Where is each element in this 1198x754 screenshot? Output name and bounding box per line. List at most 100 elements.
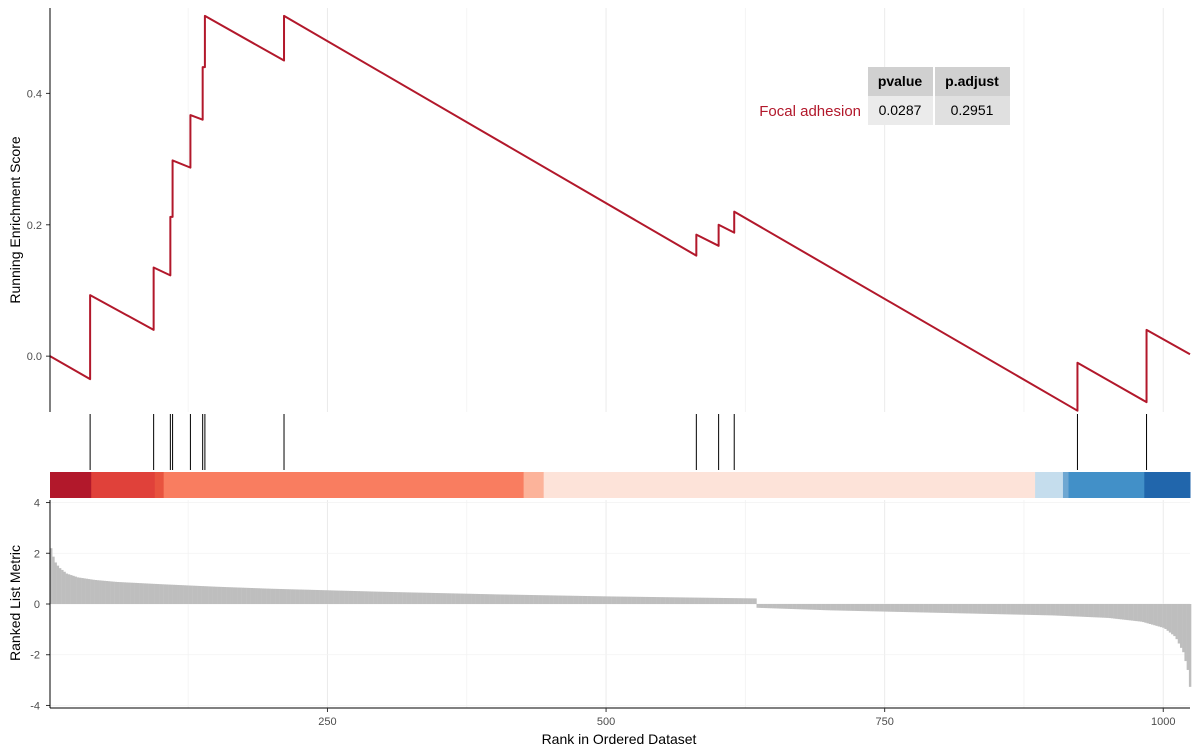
metric-bar: [776, 604, 779, 609]
metric-bar: [359, 591, 363, 604]
metric-bar: [1017, 604, 1020, 615]
metric-bar: [1093, 604, 1096, 618]
metric-bar: [90, 579, 93, 604]
metric-bar: [863, 604, 866, 612]
metric-bar: [330, 590, 334, 604]
metric-bar: [370, 591, 374, 604]
metric-bar: [859, 604, 862, 612]
metric-bar: [128, 582, 131, 604]
table-value-pvalue: 0.0287: [879, 102, 922, 118]
metric-bar: [237, 587, 240, 604]
metric-bar: [526, 594, 530, 604]
metric-bar: [529, 594, 532, 604]
metric-bar: [607, 596, 610, 604]
metric-bar: [1104, 604, 1107, 618]
metric-bar: [1128, 604, 1132, 621]
metric-bar: [1061, 604, 1065, 616]
metric-bar: [1079, 604, 1083, 617]
metric-bar: [745, 598, 748, 604]
metric-bar: [335, 590, 338, 604]
metric-bar: [963, 604, 967, 614]
metric-bar: [297, 589, 300, 604]
metric-bar: [769, 604, 773, 609]
es-tick-label: 0.0: [27, 351, 42, 363]
metric-bar: [1086, 604, 1089, 617]
metric-bar: [179, 585, 182, 604]
metric-bar: [1126, 604, 1129, 621]
metric-bar: [299, 589, 303, 604]
metric-bar: [959, 604, 962, 614]
metric-bar: [230, 587, 233, 604]
metric-bar: [631, 596, 635, 604]
metric-bar: [937, 604, 940, 613]
metric-bar: [1055, 604, 1058, 616]
metric-bar: [453, 593, 456, 604]
metric-bar: [1188, 604, 1192, 687]
metric-bar: [324, 590, 327, 604]
metric-bar: [422, 592, 425, 604]
metric-bar: [1021, 604, 1025, 615]
metric-bar: [1184, 604, 1187, 662]
metric-bar: [208, 586, 211, 604]
metric-bar: [925, 604, 929, 613]
metric-bar: [580, 595, 583, 604]
metric-bar: [1119, 604, 1123, 620]
metric-bar: [1166, 604, 1170, 631]
table-header-cell-pvalue: [868, 67, 933, 96]
metric-bar: [613, 596, 617, 604]
metric-bar: [1088, 604, 1092, 618]
metric-bar: [1039, 604, 1042, 616]
metric-bar: [1101, 604, 1105, 618]
metric-bar: [756, 604, 759, 608]
metric-bar: [945, 604, 949, 613]
table-cell-pvalue: [868, 96, 933, 125]
metric-bar: [355, 591, 358, 604]
ranked-list-metric-panel: [50, 548, 1192, 687]
metric-bar: [691, 597, 695, 604]
metric-bar: [366, 591, 369, 604]
metric-bar: [923, 604, 927, 613]
metric-bar: [627, 596, 630, 604]
metric-bar: [892, 604, 895, 612]
metric-bar: [714, 597, 717, 604]
metric-bar: [689, 597, 693, 604]
metric-bar: [752, 598, 755, 604]
metric-bar: [952, 604, 956, 614]
metric-bar: [838, 604, 842, 611]
metric-bar: [885, 604, 889, 612]
metric-bar: [736, 598, 739, 604]
metric-bar: [573, 595, 577, 604]
metric-bar: [602, 596, 606, 604]
metric-bar: [972, 604, 976, 614]
metric-bar: [876, 604, 880, 612]
metric-bar: [988, 604, 991, 614]
metric-bar: [604, 596, 608, 604]
metric-bar: [549, 595, 552, 604]
metric-bar: [843, 604, 846, 611]
metric-bar: [99, 580, 102, 604]
metric-bar: [263, 588, 267, 604]
metric-bar: [397, 592, 401, 604]
table-header-padjust: p.adjust: [945, 73, 999, 89]
metric-bar: [796, 604, 800, 610]
metric-bar: [288, 589, 291, 604]
metric-bar: [1015, 604, 1018, 615]
metric-bar: [1186, 604, 1190, 670]
metric-bar: [558, 595, 561, 604]
metric-bar: [903, 604, 907, 613]
metric-bar: [879, 604, 882, 612]
metric-bar: [760, 604, 764, 608]
metric-bar: [259, 588, 262, 604]
metric-bar: [170, 584, 173, 604]
color-band-segment: [1144, 472, 1191, 498]
metric-bar: [50, 548, 53, 604]
metric-bar: [114, 581, 118, 604]
metric-bar: [183, 585, 187, 604]
metric-bar: [123, 582, 126, 604]
metric-bar: [542, 595, 545, 604]
metric-bar: [391, 592, 394, 604]
metric-bar: [1050, 604, 1054, 616]
metric-bar: [1081, 604, 1085, 617]
metric-bar: [497, 594, 501, 604]
metric-bar: [1099, 604, 1103, 618]
